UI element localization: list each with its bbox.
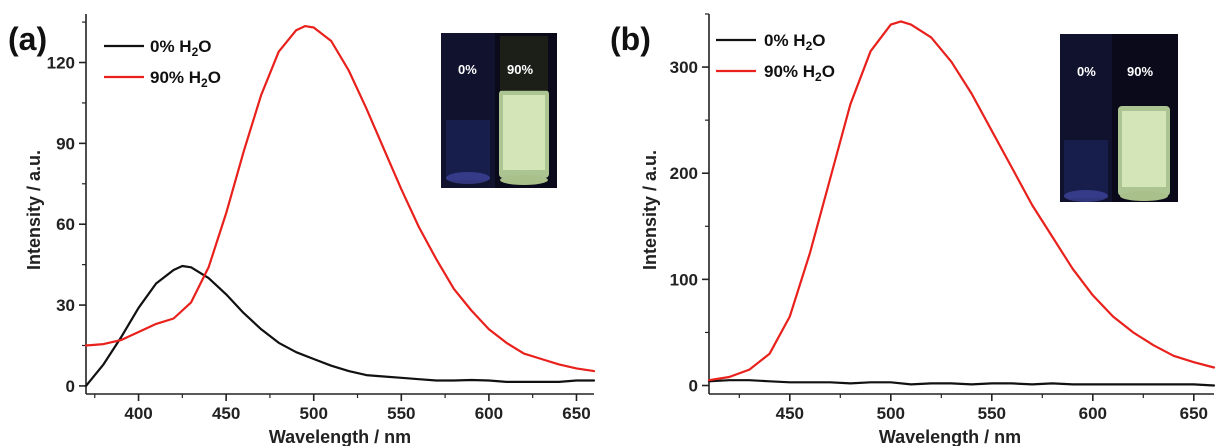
panel-b-x-tick-label: 500 xyxy=(877,404,905,423)
panel-a-x-tick-label: 550 xyxy=(387,404,415,423)
panel-b-label: (b) xyxy=(610,21,651,57)
panel-b-x-tick-label: 650 xyxy=(1180,404,1208,423)
panel-a-plot-frame: 0 30 60 90 120 400 450 500 550 600 650 xyxy=(47,14,594,423)
panel-a-series-line-90pct-h2o xyxy=(84,25,596,373)
panel-a-x-tick-label: 400 xyxy=(124,404,152,423)
legend-label-0pct: 0% H2O xyxy=(150,37,212,59)
panel-b-inset-label-0pct: 0% xyxy=(1077,64,1096,79)
panel-a-y-tick-label: 30 xyxy=(56,296,75,315)
panel-b-y-tick-label: 0 xyxy=(689,377,698,396)
panel-b-x-tick-label: 600 xyxy=(1079,404,1107,423)
panel-a-series-line-0pct-h2o xyxy=(84,264,596,387)
panel-a-inset-photo: 0% 90% xyxy=(441,33,557,188)
panel-a-legend: 0% H2O 90% H2O xyxy=(104,37,221,90)
panel-a-x-axis-title: Wavelength / nm xyxy=(269,427,411,446)
panel-b-x-axis-title: Wavelength / nm xyxy=(879,427,1021,446)
panel-b-y-tick-label: 100 xyxy=(670,270,698,289)
panel-b-x-tick-label: 450 xyxy=(776,404,804,423)
panel-b-y-axis-title: Intensity / a.u. xyxy=(640,150,660,270)
panel-b-legend: 0% H2O 90% H2O xyxy=(716,31,835,84)
panel-a-x-tick-label: 600 xyxy=(475,404,503,423)
panel-a-inset-label-0pct: 0% xyxy=(458,62,477,77)
panel-a-x-tick-label: 450 xyxy=(212,404,240,423)
panel-a-y-tick-label: 0 xyxy=(66,377,75,396)
panel-b-series-line-0pct-h2o xyxy=(707,379,1216,387)
panel-b-y-tick-label: 300 xyxy=(670,58,698,77)
panel-b: (b) 0 100 200 300 450 500 550 600 650 Wavelength… xyxy=(610,13,1216,446)
legend-label-0pct: 0% H2O xyxy=(764,31,826,53)
panel-a-y-tick-label: 60 xyxy=(56,215,75,234)
legend-label-90pct: 90% H2O xyxy=(764,62,835,84)
panel-a-inset-label-90pct: 90% xyxy=(507,62,533,77)
panel-b-inset-photo: 0% 90% xyxy=(1060,34,1178,202)
panel-a-x-tick-label: 650 xyxy=(562,404,590,423)
legend-label-90pct: 90% H2O xyxy=(150,68,221,90)
panel-a-y-tick-label: 90 xyxy=(56,134,75,153)
panel-a: (a) 0 30 60 90 120 400 450 500 550 600 650 Wavelen… xyxy=(8,14,596,446)
panel-a-x-tick-label: 500 xyxy=(300,404,328,423)
panel-b-plot-frame: 0 100 200 300 450 500 550 600 650 xyxy=(670,13,1214,423)
panel-a-y-tick-label: 120 xyxy=(47,54,75,73)
panel-b-y-tick-label: 200 xyxy=(670,164,698,183)
panel-b-inset-label-90pct: 90% xyxy=(1127,64,1153,79)
panel-b-series-line-90pct-h2o xyxy=(707,20,1216,382)
panel-a-label: (a) xyxy=(8,21,47,57)
panel-a-y-axis-title: Intensity / a.u. xyxy=(24,150,44,270)
panel-b-x-tick-label: 550 xyxy=(978,404,1006,423)
